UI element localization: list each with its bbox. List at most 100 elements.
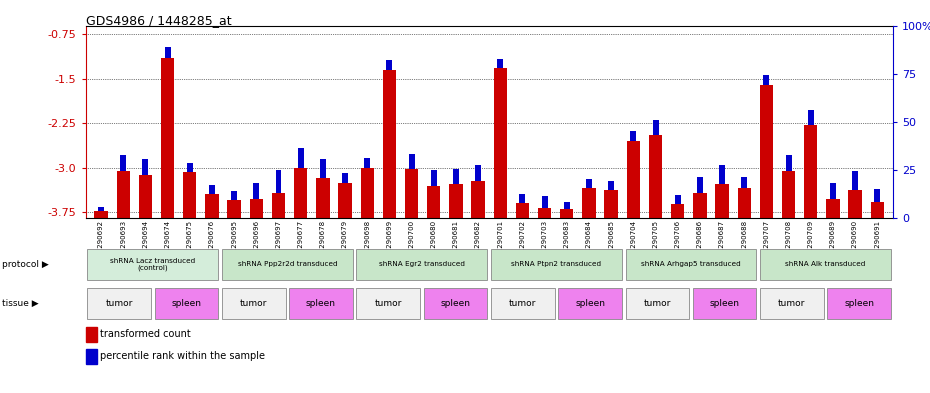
Text: shRNA Egr2 transduced: shRNA Egr2 transduced	[379, 261, 465, 267]
Bar	[693, 193, 707, 218]
Bar	[782, 171, 795, 218]
Bar	[719, 165, 725, 184]
Text: tumor: tumor	[778, 299, 805, 308]
Bar	[342, 173, 348, 183]
Bar	[206, 195, 219, 218]
FancyBboxPatch shape	[760, 249, 891, 280]
Bar	[383, 70, 396, 218]
Bar	[98, 207, 104, 211]
Bar	[228, 200, 241, 218]
Bar	[139, 175, 153, 218]
Bar	[498, 59, 503, 68]
Bar	[298, 149, 304, 168]
Text: tumor: tumor	[240, 299, 268, 308]
FancyBboxPatch shape	[154, 288, 219, 319]
Bar	[604, 190, 618, 218]
Text: spleen: spleen	[441, 299, 471, 308]
FancyBboxPatch shape	[356, 288, 420, 319]
Bar	[848, 190, 862, 218]
Bar	[671, 204, 684, 218]
Bar	[275, 169, 282, 193]
Bar	[361, 168, 374, 218]
Bar	[453, 169, 458, 184]
Bar	[116, 171, 130, 218]
Bar	[339, 183, 352, 218]
Bar	[386, 61, 392, 70]
Bar	[408, 154, 415, 169]
Text: shRNA Arhgap5 transduced: shRNA Arhgap5 transduced	[641, 261, 741, 267]
Bar	[187, 163, 193, 173]
Bar	[741, 177, 747, 189]
FancyBboxPatch shape	[491, 288, 554, 319]
FancyBboxPatch shape	[289, 288, 352, 319]
Bar	[808, 110, 814, 125]
FancyBboxPatch shape	[222, 288, 286, 319]
Bar	[564, 202, 570, 209]
Text: protocol ▶: protocol ▶	[2, 260, 48, 268]
Bar	[852, 171, 858, 190]
Bar	[320, 159, 325, 178]
Text: spleen: spleen	[710, 299, 739, 308]
Text: spleen: spleen	[844, 299, 874, 308]
Bar	[649, 135, 662, 218]
Bar	[431, 170, 437, 185]
Bar	[405, 169, 418, 218]
FancyBboxPatch shape	[558, 288, 622, 319]
Bar	[674, 195, 681, 204]
Text: shRNA Ptpn2 transduced: shRNA Ptpn2 transduced	[512, 261, 602, 267]
FancyBboxPatch shape	[760, 288, 824, 319]
Bar	[449, 184, 462, 218]
Bar	[541, 196, 548, 208]
Text: tumor: tumor	[509, 299, 537, 308]
Bar	[631, 131, 636, 141]
FancyBboxPatch shape	[626, 249, 756, 280]
Bar	[183, 173, 196, 218]
Bar	[653, 120, 658, 135]
Bar	[715, 184, 729, 218]
Bar	[830, 183, 836, 198]
Text: shRNA Alk transduced: shRNA Alk transduced	[785, 261, 866, 267]
Bar	[760, 85, 773, 218]
Bar	[786, 155, 791, 171]
Bar	[142, 160, 149, 175]
Bar	[538, 208, 551, 218]
Bar	[764, 75, 769, 85]
Bar	[209, 185, 215, 195]
FancyBboxPatch shape	[222, 249, 352, 280]
Bar	[874, 189, 881, 202]
Bar	[520, 194, 525, 203]
FancyBboxPatch shape	[424, 288, 487, 319]
Text: percentile rank within the sample: percentile rank within the sample	[100, 351, 264, 361]
Bar	[249, 198, 263, 218]
Bar	[608, 181, 614, 190]
FancyBboxPatch shape	[491, 249, 622, 280]
Bar	[427, 185, 441, 218]
FancyBboxPatch shape	[356, 249, 487, 280]
Text: tissue ▶: tissue ▶	[2, 299, 38, 308]
Bar	[586, 179, 592, 189]
Bar	[737, 189, 751, 218]
Bar	[472, 181, 485, 218]
Bar	[272, 193, 286, 218]
Bar	[232, 191, 237, 200]
Bar	[560, 209, 574, 218]
Bar	[253, 183, 259, 198]
Bar	[494, 68, 507, 218]
Bar	[697, 177, 703, 193]
FancyBboxPatch shape	[87, 288, 151, 319]
Bar	[316, 178, 329, 218]
Bar	[582, 189, 595, 218]
Bar	[95, 211, 108, 218]
FancyBboxPatch shape	[626, 288, 689, 319]
Bar	[120, 155, 126, 171]
FancyBboxPatch shape	[87, 249, 219, 280]
Bar	[365, 158, 370, 168]
FancyBboxPatch shape	[693, 288, 756, 319]
Text: shRNA Lacz transduced
(control): shRNA Lacz transduced (control)	[110, 257, 195, 271]
Bar	[870, 202, 883, 218]
Bar	[804, 125, 817, 218]
Bar	[165, 47, 170, 58]
Text: shRNA Ppp2r2d transduced: shRNA Ppp2r2d transduced	[237, 261, 338, 267]
Text: transformed count: transformed count	[100, 329, 191, 339]
Bar	[627, 141, 640, 218]
